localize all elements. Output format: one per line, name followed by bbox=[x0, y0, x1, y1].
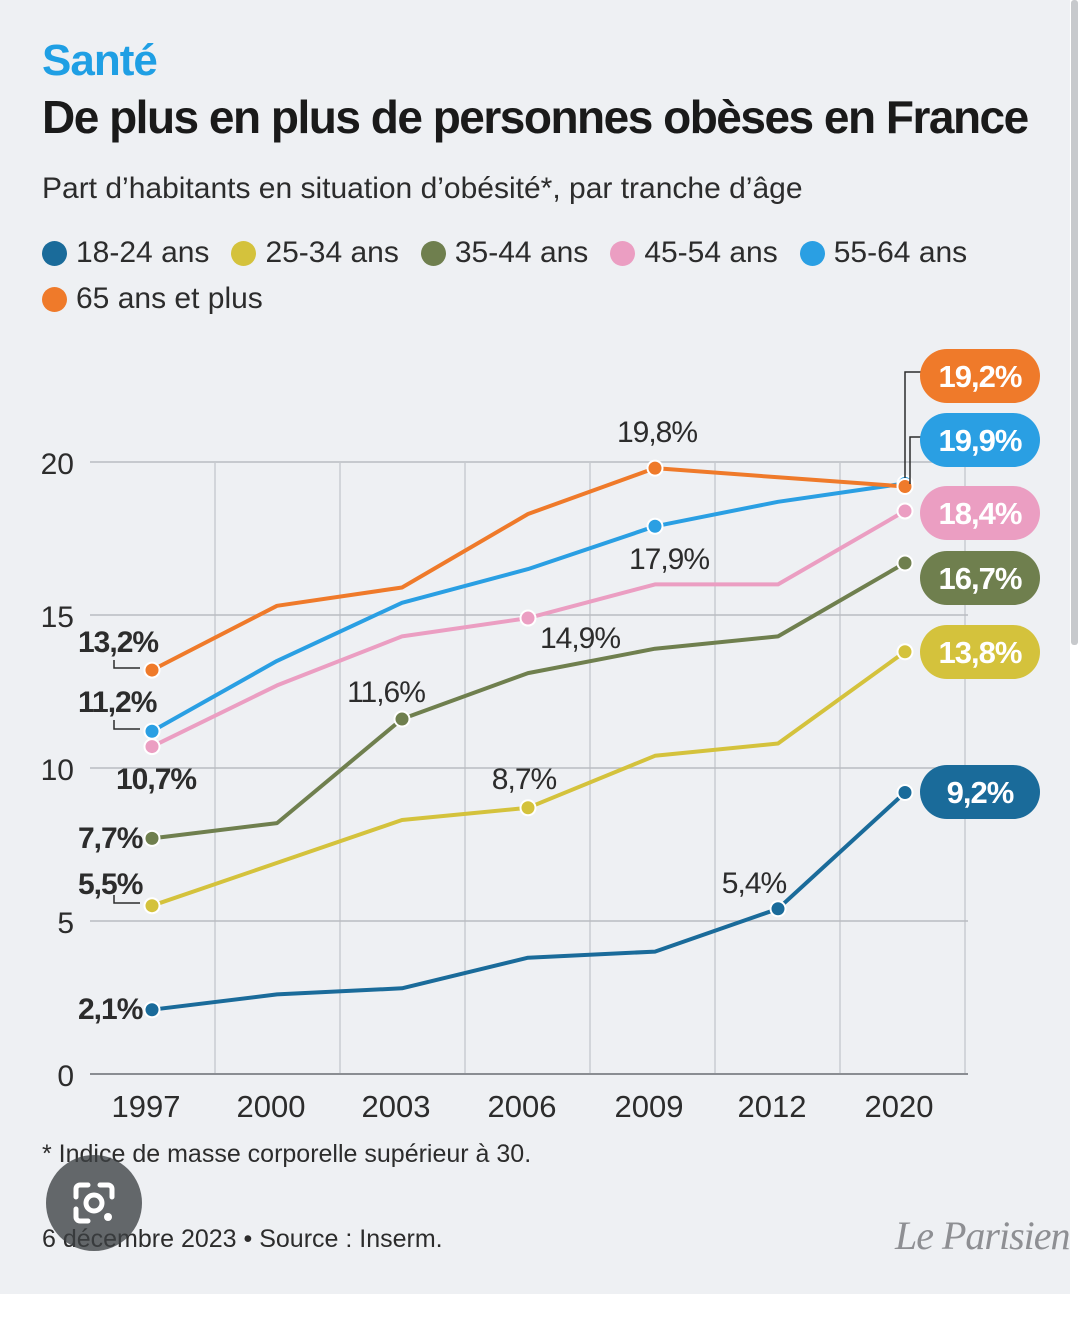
legend-swatch bbox=[799, 240, 825, 266]
series-lines bbox=[151, 466, 907, 1012]
gridlines bbox=[90, 461, 968, 1075]
data-point bbox=[646, 517, 664, 535]
footnote: * Indice de masse corporelle supérieur à… bbox=[42, 1140, 532, 1168]
x-tick-label: 2020 bbox=[865, 1089, 934, 1124]
legend-label: 45-54 ans bbox=[644, 236, 778, 269]
data-label: 11,6% bbox=[347, 676, 425, 709]
axes: 0 5 10 15 20 1997 2000 2003 2006 2009 2012 2020 bbox=[41, 448, 934, 1124]
legend-item: 45-54 ans bbox=[610, 236, 778, 270]
end-value-pill bbox=[920, 349, 1040, 403]
legend-swatch bbox=[420, 240, 446, 266]
end-value-label: 19,2% bbox=[939, 359, 1022, 394]
data-label: 17,9% bbox=[629, 543, 709, 576]
legend-label: 55-64 ans bbox=[833, 236, 968, 269]
end-value-label: 9,2% bbox=[947, 775, 1014, 810]
data-point bbox=[143, 722, 161, 740]
data-point bbox=[143, 661, 161, 679]
legend-label: 25-34 ans bbox=[265, 236, 399, 269]
lens-glyph bbox=[73, 1182, 115, 1224]
end-value-label: 18,4% bbox=[939, 496, 1022, 531]
data-point bbox=[896, 554, 914, 572]
data-point bbox=[896, 502, 914, 520]
data-point bbox=[896, 783, 914, 801]
end-value-pill bbox=[920, 551, 1040, 605]
legend-item: 25-34 ans bbox=[231, 236, 399, 270]
data-label: 5,4% bbox=[722, 867, 787, 900]
end-value-label: 19,9% bbox=[939, 423, 1022, 458]
legend-label: 65 ans et plus bbox=[76, 282, 263, 315]
infographic-card bbox=[0, 0, 1070, 1294]
chart-title: De plus en plus de personnes obèses en F… bbox=[42, 91, 1029, 143]
data-point bbox=[393, 710, 411, 728]
data-point bbox=[143, 1001, 161, 1019]
data-label: 5,5% bbox=[78, 868, 143, 901]
data-points bbox=[143, 459, 914, 1019]
data-label: 13,2% bbox=[78, 626, 158, 659]
data-point bbox=[896, 477, 914, 495]
legend-swatch bbox=[42, 240, 67, 266]
end-value-label: 16,7% bbox=[939, 561, 1022, 596]
brand-logo: Le Parisien bbox=[895, 1213, 1071, 1258]
y-tick-label: 0 bbox=[57, 1060, 74, 1093]
series-line bbox=[151, 466, 906, 672]
label-connector bbox=[113, 720, 140, 730]
data-point bbox=[519, 609, 537, 627]
data-point bbox=[896, 643, 914, 661]
x-tick-label: 2003 bbox=[362, 1089, 431, 1124]
data-point bbox=[143, 829, 161, 847]
data-point bbox=[646, 459, 664, 477]
legend-item: 35-44 ans bbox=[420, 236, 589, 270]
x-tick-label: 2000 bbox=[237, 1089, 306, 1124]
y-tick-label: 10 bbox=[41, 754, 74, 787]
data-label: 7,7% bbox=[78, 822, 143, 855]
x-tick-label: 2009 bbox=[615, 1089, 684, 1124]
legend-label: 35-44 ans bbox=[454, 236, 589, 269]
data-point bbox=[519, 799, 537, 817]
scrollbar[interactable] bbox=[1071, 0, 1078, 645]
data-label: 10,7% bbox=[116, 763, 196, 796]
data-label: 8,7% bbox=[492, 763, 557, 796]
series-line bbox=[151, 481, 906, 734]
legend: 18-24 ans 25-34 ans 35-44 ans 45-54 ans 55-6… bbox=[42, 236, 1042, 316]
legend-swatch bbox=[42, 286, 67, 312]
x-tick-label: 2006 bbox=[488, 1089, 557, 1124]
line-chart: 0 5 10 15 20 1997 2000 2003 2006 2009 2012 2020 13,… bbox=[41, 349, 1040, 1124]
legend-label: 18-24 ans bbox=[76, 236, 210, 269]
data-point bbox=[143, 897, 161, 915]
data-label: 2,1% bbox=[78, 993, 143, 1026]
data-labels: 13,2% 11,2% 10,7% 7,7% 5,5% 2,1% 19,8% 17,9% 14,… bbox=[78, 349, 1040, 1026]
x-tick-label: 2012 bbox=[738, 1089, 807, 1124]
data-label: 11,2% bbox=[78, 686, 157, 719]
section-title: Santé bbox=[42, 36, 158, 85]
label-connector bbox=[113, 895, 140, 904]
google-lens-icon[interactable] bbox=[46, 1155, 142, 1251]
label-connector bbox=[113, 660, 140, 669]
data-label: 14,9% bbox=[540, 622, 620, 655]
legend-item: 55-64 ans bbox=[799, 236, 968, 270]
series-line bbox=[151, 561, 907, 841]
end-value-pill bbox=[920, 413, 1040, 467]
legend-item: 18-24 ans bbox=[42, 236, 209, 270]
y-tick-label: 5 bbox=[57, 907, 74, 940]
end-value-label: 13,8% bbox=[939, 635, 1022, 670]
end-value-pill bbox=[920, 486, 1040, 540]
legend-item: 65 ans et plus bbox=[42, 282, 263, 316]
end-value-pill bbox=[920, 765, 1040, 819]
end-value-pill bbox=[920, 625, 1040, 679]
x-tick-label: 1997 bbox=[112, 1089, 181, 1124]
legend-swatch bbox=[610, 240, 636, 266]
y-tick-label: 20 bbox=[41, 448, 74, 481]
data-point bbox=[769, 900, 787, 918]
chart-subtitle: Part d’habitants en situation d’obésité*… bbox=[42, 172, 803, 205]
y-tick-label: 15 bbox=[41, 601, 74, 634]
legend-swatch bbox=[231, 240, 257, 266]
data-point bbox=[143, 738, 161, 756]
data-label: 19,8% bbox=[617, 416, 697, 449]
